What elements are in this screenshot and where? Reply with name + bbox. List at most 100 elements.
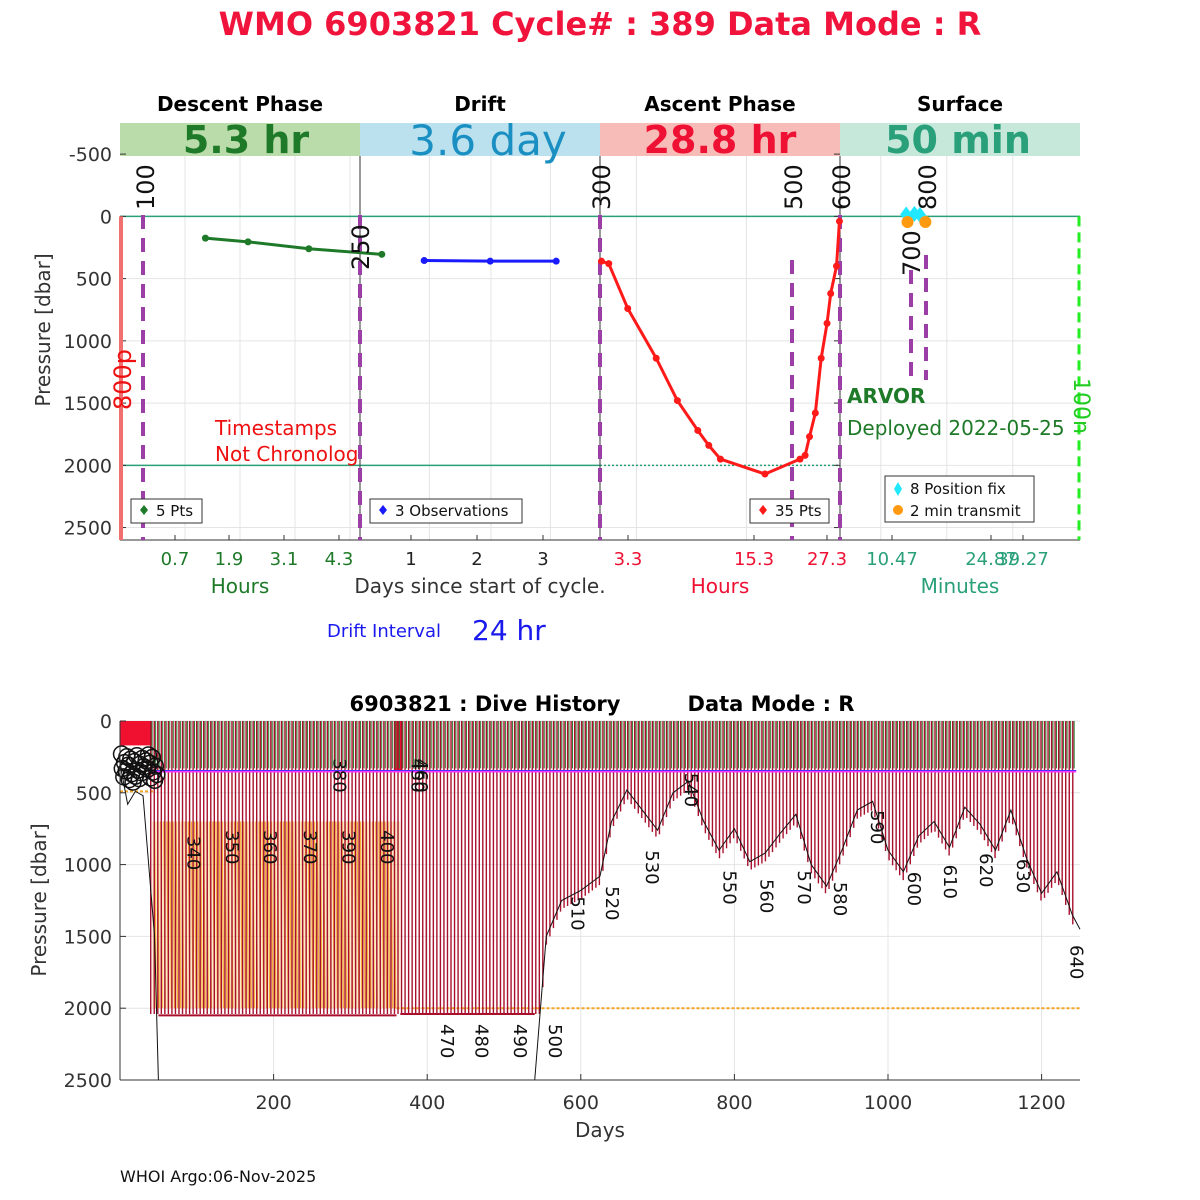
bottom-x-tick-label: 1000 (864, 1092, 912, 1114)
cycle-label-360: 360 (259, 830, 280, 864)
ascent-point (817, 354, 825, 362)
profile-track (316, 821, 320, 1009)
bottom-x-tick-label: 800 (716, 1092, 752, 1114)
phase-band-1 (360, 123, 600, 156)
marker-label-800: 800 (914, 164, 942, 210)
ascent-line (600, 221, 841, 476)
top-x-tick-label: 3 (537, 549, 548, 570)
cycle-label-610: 610 (939, 865, 960, 899)
top-x-tick-label: 3.1 (270, 549, 299, 570)
legend-descent: 5 Pts (130, 498, 203, 524)
cycle-label-590: 590 (866, 810, 887, 844)
legend-drift-label: 3 Observations (395, 502, 509, 520)
early-cycle-block (120, 721, 153, 746)
legend-ascent-marker (759, 505, 767, 515)
cycle-label-600: 600 (903, 872, 924, 906)
marker-label-500: 500 (780, 164, 808, 210)
legend-drift-marker (379, 505, 387, 515)
cycle-label-370: 370 (299, 830, 320, 864)
top-x-tick-label: 4.3 (325, 549, 354, 570)
cycle-label-390: 390 (338, 830, 359, 864)
ascent-point (597, 257, 605, 265)
cycle-label-530: 530 (641, 850, 662, 884)
bottom-y-tick-label: 0 (100, 711, 112, 733)
ascent-point (652, 354, 660, 362)
top-x-tick-label: 10.47 (866, 549, 918, 570)
cycle-label-490: 490 (509, 1024, 530, 1058)
descent-point (201, 234, 209, 242)
descent-x-unit: Hours (211, 574, 270, 598)
early-cycle-marker (133, 749, 152, 768)
cycle-label-350: 350 (221, 830, 242, 864)
legend-position-fix-label: 8 Position fix (910, 480, 1006, 498)
cycle-label-500: 500 (544, 1024, 565, 1058)
top-x-tick-label: 3.3 (614, 549, 643, 570)
profile-track (313, 821, 317, 1009)
marker-label-600: 600 (828, 164, 856, 210)
ascent-point (835, 217, 843, 225)
marker-label-100: 100 (132, 164, 160, 210)
profile-track (359, 821, 363, 1009)
drift-point (486, 257, 494, 265)
footer-credit: WHOI Argo:06-Nov-2025 (120, 1167, 316, 1186)
cycle-label-380: 380 (328, 758, 349, 792)
profile-track (264, 821, 268, 1009)
top-x-tick-label: 27.3 (807, 549, 847, 570)
bottom-y-tick-label: 500 (76, 783, 112, 805)
profile-track (246, 821, 249, 1009)
legend-transmit-marker (893, 505, 903, 515)
phase-title-descent: Descent Phase (157, 92, 323, 116)
cycle-label-480: 480 (470, 1024, 491, 1058)
bottom-x-tick-label: 200 (255, 1092, 291, 1114)
profile-track (239, 821, 243, 1009)
descent-point (378, 250, 386, 258)
phase-band-2 (600, 123, 840, 156)
cycle-label-450: 450 (407, 758, 428, 792)
cycle-label-540: 540 (680, 773, 701, 807)
marker-label-100n: 100n (1068, 378, 1093, 434)
top-x-tick-label: 2 (471, 549, 482, 570)
left-alert-bar (119, 216, 123, 540)
float-type-label: ARVOR (847, 384, 925, 408)
profile-track (218, 821, 222, 1009)
marker-label-800p: 800p (109, 349, 137, 410)
cycle-label-620: 620 (975, 853, 996, 887)
ascent-point (811, 409, 819, 417)
phase-title-drift: Drift (454, 92, 506, 116)
cycle-label-640: 640 (1066, 945, 1087, 979)
phase-band-0 (120, 123, 360, 156)
phase-title-surface: Surface (917, 92, 1003, 116)
profile-track (338, 821, 342, 1009)
early-cycle-marker (146, 757, 165, 775)
cycle-label-560: 560 (755, 879, 776, 913)
phase-title-ascent: Ascent Phase (644, 92, 795, 116)
drift-point (420, 257, 428, 265)
profile-track (362, 821, 366, 1009)
cycle-label-470: 470 (436, 1024, 457, 1058)
profile-track (243, 821, 246, 1009)
timestamps-warning-2: Not Chronolog (215, 442, 358, 466)
phase-duration-ascent: 28.8 hr (644, 118, 797, 162)
top-y-axis-label: Pressure [dbar] (31, 253, 55, 406)
top-x-axis-label: Days since start of cycle. (354, 574, 605, 598)
top-y-tick-label: -500 (69, 144, 112, 166)
ascent-point (833, 262, 841, 270)
cycle-label-520: 520 (601, 886, 622, 920)
bottom-x-axis-label: Days (575, 1118, 625, 1142)
profile-track (175, 821, 179, 1009)
top-x-tick-label: 1.9 (215, 549, 244, 570)
legend-transmit-label: 2 min transmit (910, 502, 1021, 520)
descent-line (205, 236, 382, 256)
ascent-point (761, 470, 769, 478)
marker-label-700: 700 (898, 230, 926, 276)
cycle-label-580: 580 (829, 882, 850, 916)
ascent-point (605, 260, 613, 268)
profile-track (221, 821, 225, 1009)
phase-duration-descent: 5.3 hr (183, 118, 310, 162)
legend-ascent: 35 Pts (749, 498, 830, 524)
phase-duration-surface: 50 min (885, 118, 1031, 162)
marker-label-300: 300 (588, 164, 616, 210)
top-y-tick-label: 2500 (64, 518, 112, 540)
main-title: WMO 6903821 Cycle# : 389 Data Mode : R (219, 5, 982, 43)
